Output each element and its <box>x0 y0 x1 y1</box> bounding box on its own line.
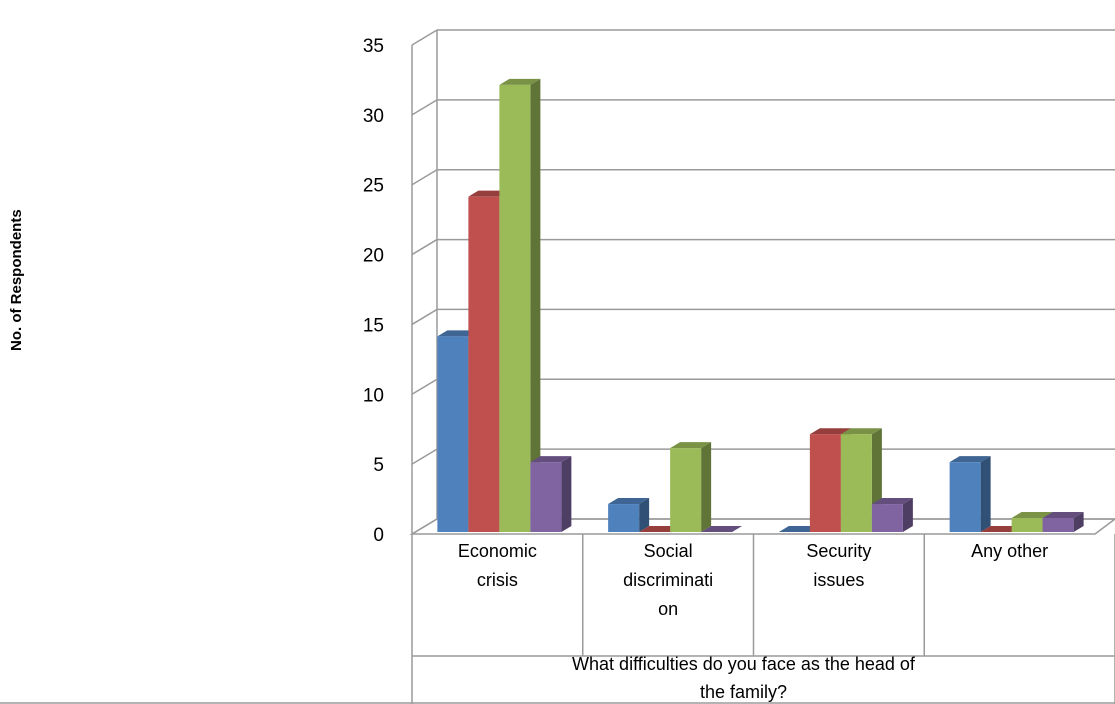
bar <box>872 504 903 532</box>
x-tick-label: Any other <box>971 541 1048 561</box>
y-tick-label: 20 <box>363 246 384 267</box>
y-tick-label: 5 <box>373 455 384 476</box>
x-tick-label: Security <box>806 541 871 561</box>
bar <box>841 434 872 532</box>
bar-side <box>561 456 571 532</box>
bar <box>468 197 499 532</box>
bar <box>950 462 981 532</box>
bar <box>1043 518 1074 532</box>
gridline-side <box>412 30 437 45</box>
bar <box>810 434 841 532</box>
y-tick-label: 10 <box>363 385 384 406</box>
y-tick-label: 0 <box>373 525 384 546</box>
bar <box>437 336 468 532</box>
gridline-side <box>412 309 437 324</box>
gridline-side <box>412 100 437 115</box>
y-tick-label: 30 <box>363 106 384 127</box>
group-label: the family? <box>700 682 787 702</box>
gridline-side <box>412 170 437 185</box>
y-tick-label: 15 <box>363 315 384 336</box>
x-tick-label: issues <box>813 570 864 590</box>
bar <box>670 448 701 532</box>
bar <box>1012 518 1043 532</box>
x-tick-label: on <box>658 599 678 619</box>
x-tick-label: crisis <box>477 570 518 590</box>
gridline-side <box>412 449 437 464</box>
x-tick-label: discriminati <box>623 570 713 590</box>
group-label: What difficulties do you face as the hea… <box>572 654 916 674</box>
bar <box>608 504 639 532</box>
gridline-side <box>412 240 437 255</box>
x-tick-label: Economic <box>458 541 537 561</box>
y-tick-label: 25 <box>363 176 384 197</box>
y-tick-label: 35 <box>363 36 384 57</box>
x-tick-label: Social <box>644 541 693 561</box>
bar <box>530 462 561 532</box>
bar <box>499 85 530 532</box>
gridline-side <box>412 379 437 394</box>
bar-side <box>701 442 711 532</box>
bar-side <box>981 456 991 532</box>
